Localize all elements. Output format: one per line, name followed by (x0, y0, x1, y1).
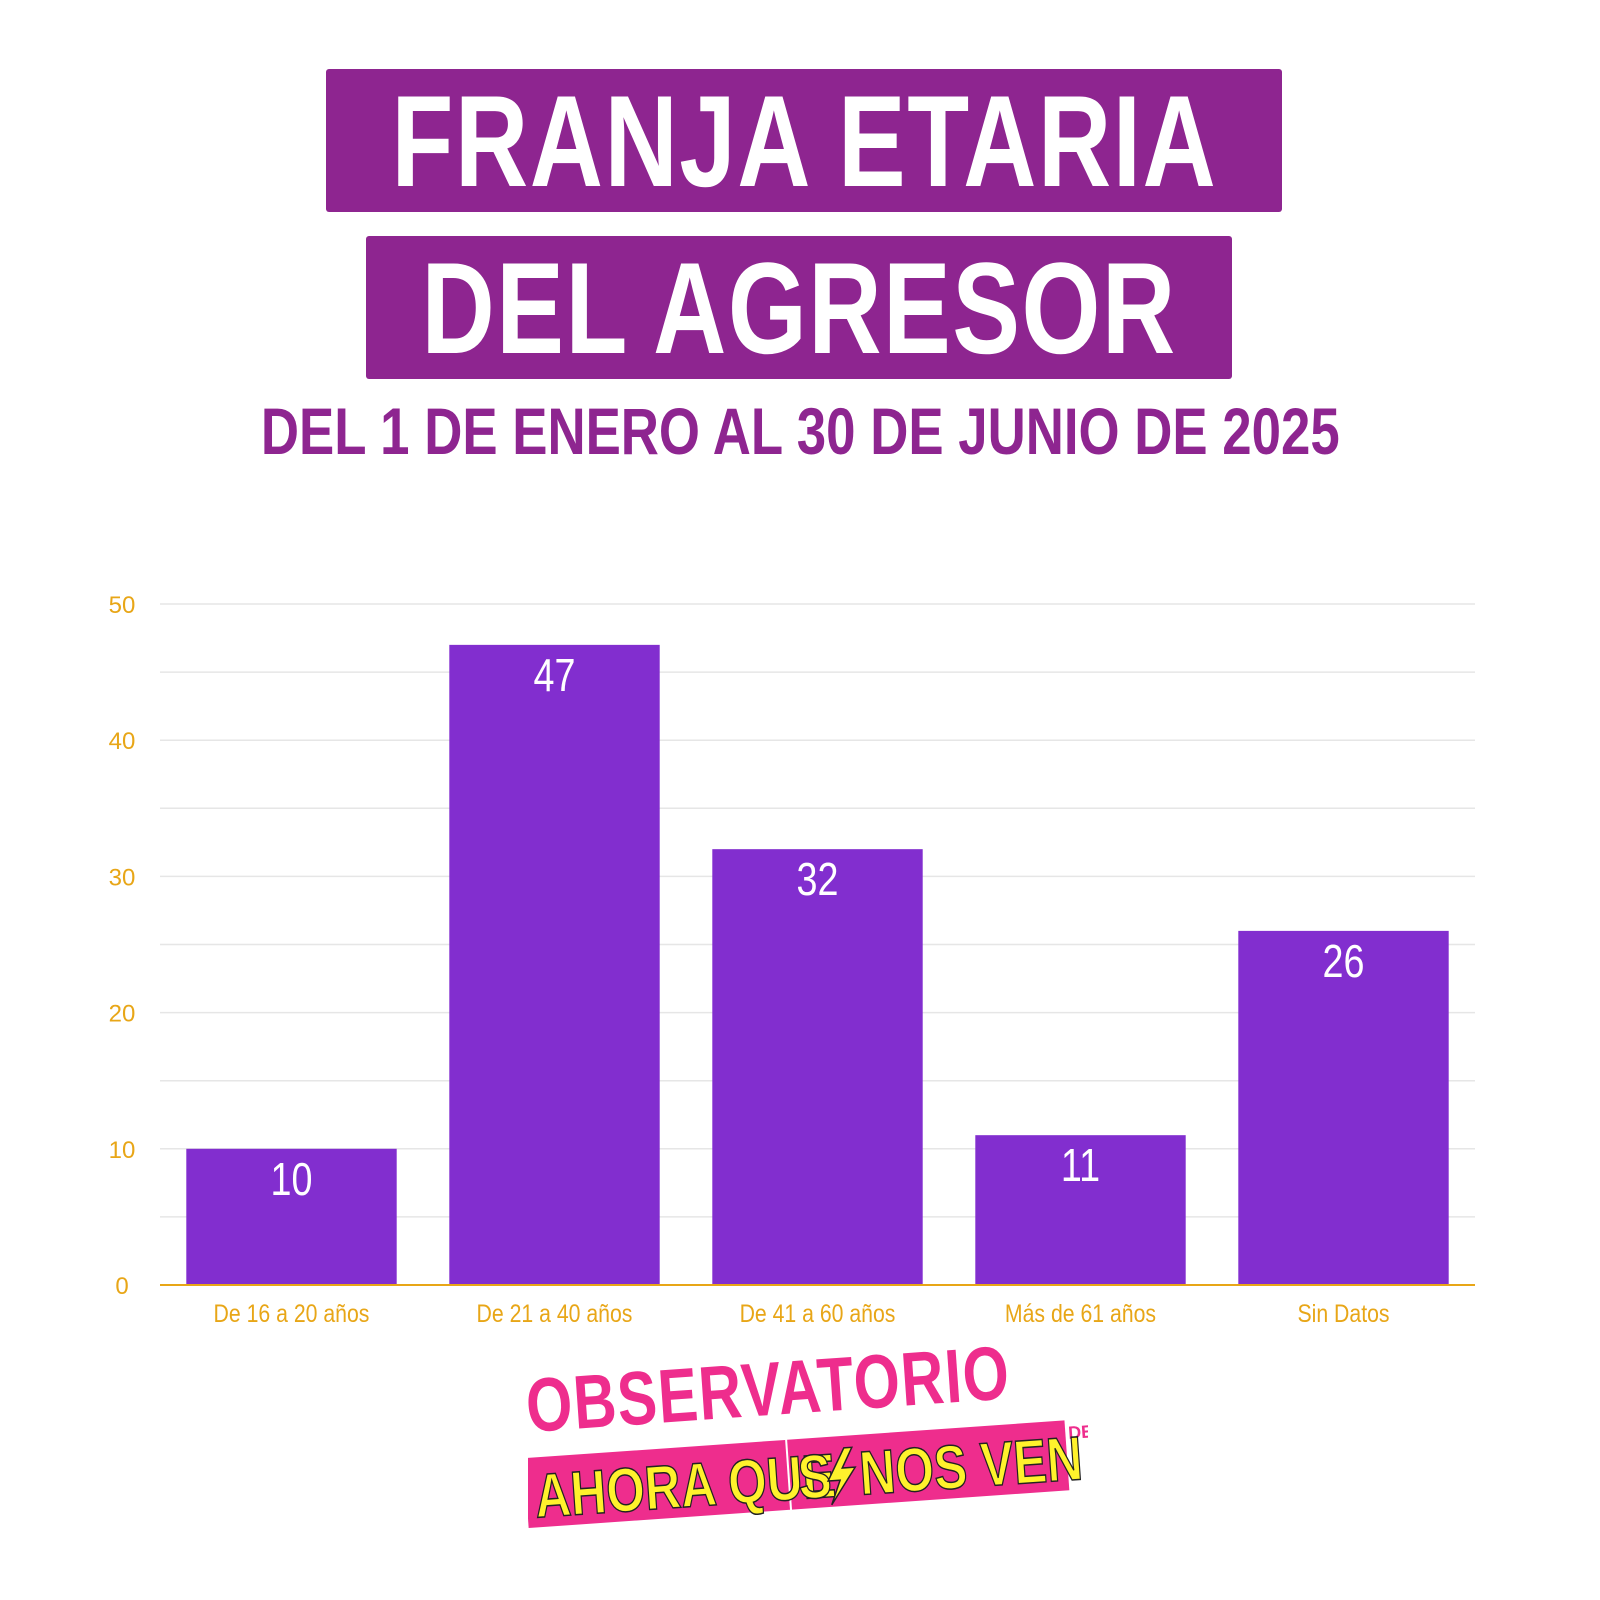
logo-nos-ven-text: NOS VEN (857, 1423, 1084, 1508)
x-tick-label: Sin Datos (1297, 1299, 1389, 1327)
title-line-1: FRANJA ETARIA (326, 69, 1282, 212)
x-tick-label: De 16 a 20 años (214, 1299, 370, 1327)
y-axis-ticks: 0 10 20 30 40 50 (109, 592, 136, 1300)
x-tick-label: De 21 a 40 años (477, 1299, 633, 1327)
y-tick-label: 10 (109, 1137, 136, 1164)
lightning-bolt-icon (826, 1446, 857, 1506)
observatorio-logo: OBSERVATORIO DE LAS VIOLENCIAS DE GÉNERO… (528, 1340, 1088, 1531)
y-tick-label: 50 (109, 592, 136, 619)
date-range-text: DEL 1 DE ENERO AL 30 DE JUNIO DE 2025 (260, 394, 1340, 468)
data-labels: 10 47 32 11 26 (271, 649, 1365, 1204)
bar-value-label: 11 (1061, 1140, 1100, 1191)
bar-1 (186, 1148, 397, 1285)
bar-4 (975, 1135, 1186, 1285)
bar-2 (449, 644, 660, 1285)
bars (186, 644, 1449, 1285)
logo-ahora-que-text: AHORA QUE (532, 1440, 837, 1530)
x-tick-label: Más de 61 años (1005, 1299, 1156, 1327)
y-tick-label: 30 (109, 864, 136, 891)
logo-slogan-band: AHORA QUE S NOS VEN (528, 1420, 1085, 1531)
y-tick-label: 0 (115, 1273, 128, 1300)
bar-3 (712, 849, 923, 1285)
bar-value-label: 47 (534, 649, 576, 700)
x-tick-label: De 41 a 60 años (740, 1299, 896, 1327)
bar-5 (1238, 930, 1449, 1285)
title-line-2-text: DEL AGRESOR (421, 234, 1177, 381)
x-axis-ticks: De 16 a 20 años De 21 a 40 años De 41 a 60… (214, 1299, 1390, 1327)
y-tick-label: 40 (109, 728, 136, 755)
logo-band-left (528, 1439, 791, 1529)
date-range-subtitle: DEL 1 DE ENERO AL 30 DE JUNIO DE 2025 (0, 398, 1600, 464)
logo-si-s-text: S (796, 1441, 834, 1513)
bar-value-label: 26 (1323, 935, 1365, 986)
logo-band-right (787, 1420, 1070, 1510)
y-tick-label: 20 (109, 1001, 136, 1028)
bar-value-label: 32 (797, 854, 839, 905)
bar-value-label: 10 (271, 1153, 313, 1204)
title-line-1-text: FRANJA ETARIA (391, 67, 1217, 214)
title-line-2: DEL AGRESOR (366, 236, 1232, 379)
